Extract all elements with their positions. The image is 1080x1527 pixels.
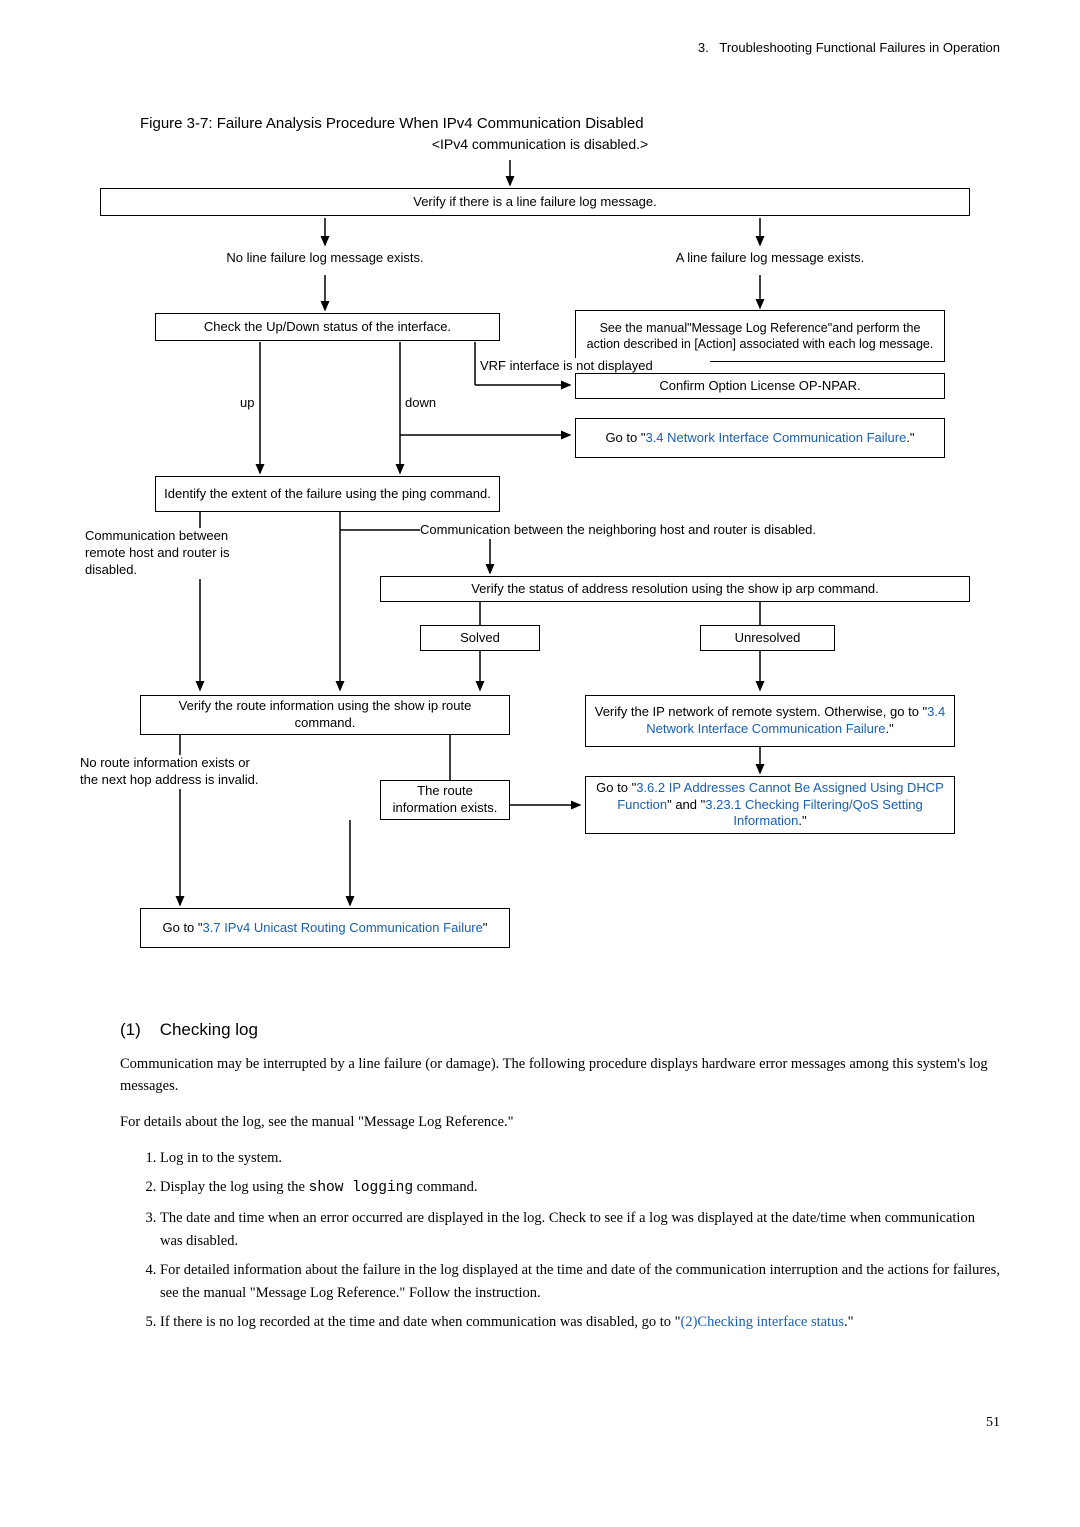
section-para1: Communication may be interrupted by a li… bbox=[120, 1054, 1000, 1098]
figure-subtitle: <IPv4 communication is disabled.> bbox=[80, 136, 1000, 152]
box-confirm-option: Confirm Option License OP-NPAR. bbox=[575, 373, 945, 399]
steps-list: Log in to the system. Display the log us… bbox=[140, 1147, 1000, 1334]
chapter-num: 3. bbox=[698, 40, 709, 55]
section-heading: (1) Checking log bbox=[120, 1020, 1000, 1040]
section-title: Checking log bbox=[160, 1020, 258, 1039]
text-362-prefix: Go to " bbox=[596, 780, 636, 795]
step-5-link[interactable]: (2)Checking interface status bbox=[681, 1314, 844, 1330]
step-2-cmd: show logging bbox=[309, 1180, 413, 1196]
flowchart-diagram: Verify if there is a line failure log me… bbox=[80, 160, 1000, 990]
label-no-line-failure: No line failure log message exists. bbox=[175, 250, 475, 267]
box-verify-ip-network: Verify the IP network of remote system. … bbox=[585, 695, 955, 747]
text-verify-ip-suffix: ." bbox=[885, 721, 893, 736]
link-3231[interactable]: 3.23.1 Checking Filtering/QoS Setting In… bbox=[705, 797, 923, 829]
text-37-prefix: Go to " bbox=[162, 920, 202, 935]
page-number: 51 bbox=[80, 1415, 1000, 1431]
step-5a: If there is no log recorded at the time … bbox=[160, 1314, 681, 1330]
box-see-manual: See the manual"Message Log Reference"and… bbox=[575, 310, 945, 362]
text-362-mid: " and " bbox=[667, 797, 705, 812]
step-5b: ." bbox=[844, 1314, 854, 1330]
figure-title: Figure 3-7: Failure Analysis Procedure W… bbox=[140, 115, 1000, 132]
text-verify-ip-prefix: Verify the IP network of remote system. … bbox=[595, 704, 927, 719]
section-number: (1) bbox=[120, 1020, 141, 1039]
label-no-route: No route information exists or the next … bbox=[80, 755, 270, 789]
text-362-suffix: ." bbox=[798, 813, 806, 828]
step-4: For detailed information about the failu… bbox=[160, 1259, 1000, 1305]
box-solved: Solved bbox=[420, 625, 540, 651]
text-37-suffix: " bbox=[483, 920, 488, 935]
link-37[interactable]: 3.7 IPv4 Unicast Routing Communication F… bbox=[203, 920, 483, 935]
box-check-updown: Check the Up/Down status of the interfac… bbox=[155, 313, 500, 341]
label-comm-neighbor: Communication between the neighboring ho… bbox=[420, 522, 940, 539]
box-goto-37: Go to "3.7 IPv4 Unicast Routing Communic… bbox=[140, 908, 510, 948]
step-5: If there is no log recorded at the time … bbox=[160, 1311, 1000, 1334]
box-verify-route: Verify the route information using the s… bbox=[140, 695, 510, 735]
box-identify-extent: Identify the extent of the failure using… bbox=[155, 476, 500, 512]
step-2b: command. bbox=[413, 1179, 477, 1195]
label-down: down bbox=[405, 395, 436, 412]
label-line-failure-exists: A line failure log message exists. bbox=[620, 250, 920, 267]
step-2a: Display the log using the bbox=[160, 1179, 309, 1195]
chapter-title: Troubleshooting Functional Failures in O… bbox=[719, 40, 1000, 55]
step-3: The date and time when an error occurred… bbox=[160, 1207, 1000, 1253]
box-goto-34: Go to "3.4 Network Interface Communicati… bbox=[575, 418, 945, 458]
page-header: 3. Troubleshooting Functional Failures i… bbox=[80, 40, 1000, 55]
link-34[interactable]: 3.4 Network Interface Communication Fail… bbox=[645, 430, 906, 445]
box-verify-line-failure: Verify if there is a line failure log me… bbox=[100, 188, 970, 216]
text-goto-suffix: ." bbox=[906, 430, 914, 445]
step-1: Log in to the system. bbox=[160, 1147, 1000, 1170]
label-comm-remote: Communication between remote host and ro… bbox=[85, 528, 250, 579]
label-up: up bbox=[240, 395, 254, 412]
step-2: Display the log using the show logging c… bbox=[160, 1176, 1000, 1200]
box-goto-362: Go to "3.6.2 IP Addresses Cannot Be Assi… bbox=[585, 776, 955, 834]
text-goto-prefix: Go to " bbox=[605, 430, 645, 445]
box-unresolved: Unresolved bbox=[700, 625, 835, 651]
box-verify-arp: Verify the status of address resolution … bbox=[380, 576, 970, 602]
box-route-exists: The route information exists. bbox=[380, 780, 510, 820]
section-para2: For details about the log, see the manua… bbox=[120, 1112, 1000, 1134]
